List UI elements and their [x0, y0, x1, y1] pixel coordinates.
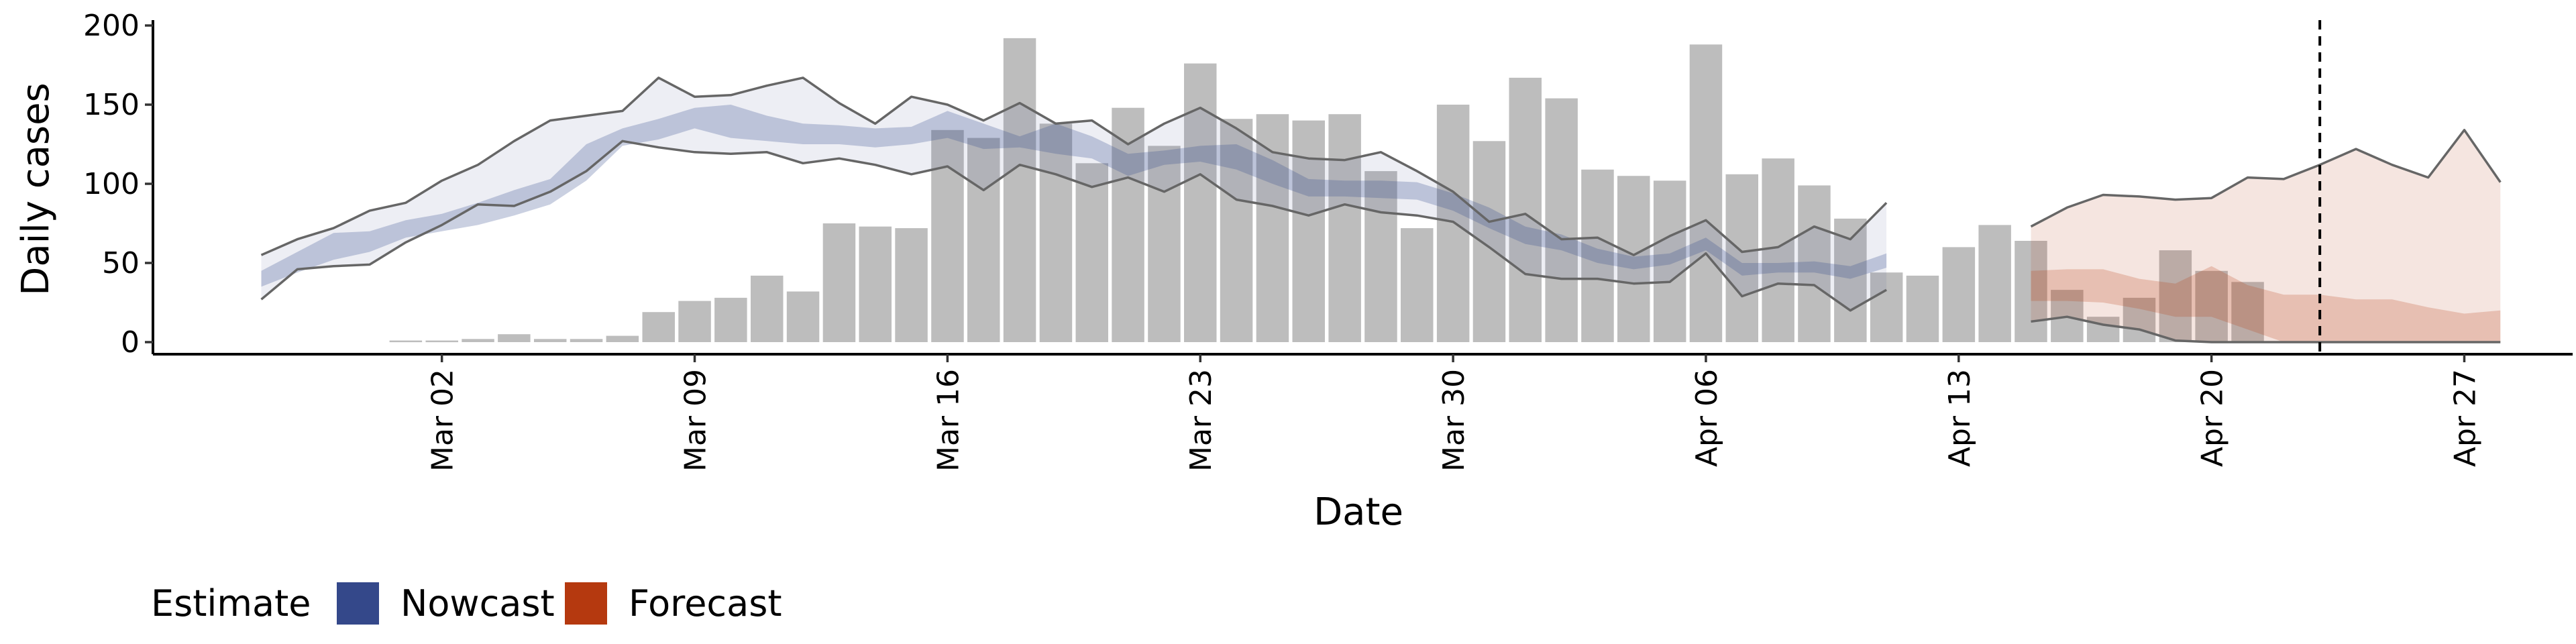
case-bar: [967, 138, 1000, 342]
y-axis-title: Daily cases: [14, 83, 58, 295]
x-tick-label: Apr 27: [2449, 369, 2483, 467]
x-tick-label: Mar 09: [679, 369, 713, 472]
case-bar: [714, 297, 747, 342]
forecast-inner-band: [2031, 266, 2501, 342]
x-tick-label: Mar 02: [426, 369, 460, 472]
case-bar: [1075, 163, 1108, 343]
case-bar: [1003, 38, 1036, 343]
forecast-lower-line: [2031, 315, 2501, 343]
legend-title: Estimate: [151, 582, 311, 625]
case-bar: [1725, 174, 1758, 342]
case-bar: [678, 301, 711, 342]
case-bar: [895, 228, 928, 342]
y-tick-label: 100: [83, 167, 140, 201]
x-tick-label: Mar 16: [931, 369, 965, 472]
case-bar: [859, 226, 892, 342]
case-bar: [822, 223, 856, 342]
case-bar: [2086, 317, 2120, 342]
case-bar: [1184, 63, 1217, 342]
case-bar: [2231, 282, 2264, 342]
case-bar: [1942, 247, 1976, 342]
case-bar: [1509, 77, 1542, 343]
legend-label-forecast: Forecast: [629, 582, 782, 625]
forecast-outer-band: [2031, 129, 2501, 343]
x-tick-label: Apr 06: [1690, 369, 1724, 467]
case-bar: [534, 339, 567, 342]
case-bar: [1220, 119, 1253, 342]
case-bar: [1112, 107, 1144, 342]
case-bar: [1617, 176, 1650, 342]
x-axis-title: Date: [1313, 490, 1403, 534]
case-bar: [1689, 44, 1723, 343]
case-bar: [2123, 297, 2156, 342]
case-bar: [642, 312, 675, 342]
case-bar: [2015, 241, 2047, 342]
case-bar: [1762, 158, 1794, 342]
legend-swatch-forecast: [565, 582, 607, 625]
case-bar: [1401, 228, 1434, 342]
case-bar: [1906, 275, 1939, 342]
case-bar: [1798, 185, 1831, 342]
nowcast-inner-band: [261, 105, 1887, 287]
case-bar: [1364, 171, 1397, 342]
case-bar: [1581, 169, 1614, 343]
case-bar: [498, 334, 531, 342]
case-bar: [389, 340, 423, 343]
nowcast-outer-band: [261, 77, 1887, 311]
x-tick-label: Apr 13: [1943, 369, 1977, 467]
case-bar: [1545, 98, 1578, 342]
y-tick-label: 0: [121, 325, 140, 360]
case-bar: [1148, 146, 1181, 342]
forecast-upper-line: [2030, 129, 2502, 228]
x-tick-label: Mar 30: [1437, 369, 1471, 472]
case-bar: [2159, 250, 2192, 342]
plot-area: [260, 20, 2502, 354]
x-tick-label: Mar 23: [1184, 369, 1218, 472]
nowcast-lower-line: [260, 140, 1887, 312]
y-tick-label: 150: [83, 88, 140, 122]
case-bar: [606, 335, 639, 342]
case-bar: [570, 339, 603, 342]
case-bar: [1436, 105, 1470, 342]
case-bar: [751, 275, 784, 342]
case-bar: [1292, 120, 1325, 342]
case-bar: [1039, 123, 1073, 343]
legend: Estimate Nowcast Forecast: [151, 582, 782, 625]
y-tick-label: 200: [83, 9, 140, 43]
x-tick-label: Apr 20: [2196, 369, 2230, 467]
case-bar: [1328, 114, 1361, 342]
case-bar: [1653, 180, 1686, 342]
axes: 0 50 100 150 200 Mar 02 Mar 09 Mar 16 Mar 23 Mar …: [83, 9, 2573, 472]
case-bar: [1870, 272, 1903, 342]
case-bar: [2195, 270, 2228, 342]
legend-label-nowcast: Nowcast: [400, 582, 555, 625]
case-bar: [425, 340, 458, 343]
y-tick-label: 50: [102, 246, 140, 280]
case-bar: [1472, 141, 1506, 343]
case-bar: [1978, 225, 2011, 342]
case-bar: [462, 339, 494, 342]
case-bar: [786, 291, 820, 342]
nowcast-upper-line: [260, 76, 1888, 256]
legend-swatch-nowcast: [337, 582, 379, 625]
